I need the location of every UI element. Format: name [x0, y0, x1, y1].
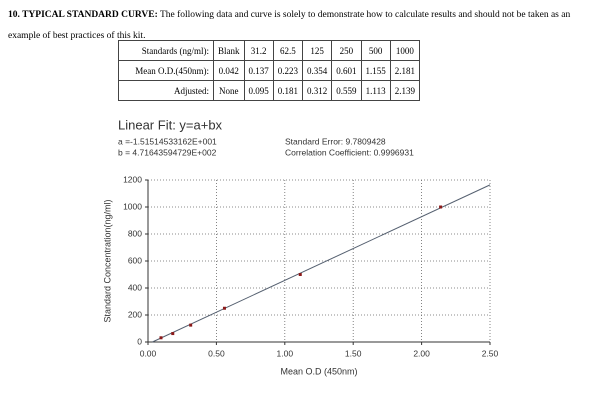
fit-line [152, 184, 491, 343]
y-tick-label: 200 [128, 309, 142, 319]
header-text: The following data and curve is solely t… [8, 10, 571, 41]
fit-b: b = 4.71643594729E+002 [118, 147, 217, 157]
data-point [439, 205, 443, 209]
data-point [159, 336, 163, 340]
x-tick-label: 0.00 [140, 348, 157, 358]
heading: 10. TYPICAL STANDARD CURVE: [8, 10, 158, 20]
y-tick-label: 1200 [123, 174, 142, 184]
y-axis-label: Standard Concentration(ng/ml) [102, 199, 112, 322]
y-tick-label: 600 [128, 255, 142, 265]
chart-title: Linear Fit: y=a+bx [118, 117, 223, 132]
y-tick-label: 1000 [123, 201, 142, 211]
y-tick-label: 0 [137, 336, 142, 346]
fit-a: a =-1.51514533162E+001 [118, 136, 217, 146]
data-point [222, 306, 226, 310]
header: 10. TYPICAL STANDARD CURVE: The followin… [8, 5, 593, 47]
x-tick-label: 1.00 [277, 348, 294, 358]
data-point [298, 273, 302, 276]
x-tick-label: 0.50 [208, 348, 225, 358]
x-axis-label: Mean O.D (450nm) [280, 366, 357, 376]
data-point [189, 323, 193, 327]
x-tick-label: 1.50 [345, 348, 362, 358]
correlation: Correlation Coefficient: 0.9996931 [285, 147, 414, 157]
y-tick-label: 800 [128, 228, 142, 238]
x-tick-label: 2.00 [413, 348, 430, 358]
x-tick-label: 2.50 [482, 348, 499, 358]
data-table: Standards (ng/ml): Blank 31.2 62.5 125 250 500… [118, 40, 421, 101]
table-cell: 2.139 [389, 80, 421, 101]
table-cell: 0.559 [331, 80, 362, 101]
data-point [171, 332, 175, 336]
y-tick-label: 400 [128, 282, 142, 292]
row-header: Adjusted: [118, 80, 214, 101]
table-row: Adjusted: None 0.095 0.181 0.312 0.559 1.113 2.… [118, 80, 421, 101]
standard-error: Standard Error: 9.7809428 [285, 136, 386, 146]
table-row: Mean O.D.(450nm): 0.042 0.137 0.223 0.354 0.6… [118, 60, 421, 81]
